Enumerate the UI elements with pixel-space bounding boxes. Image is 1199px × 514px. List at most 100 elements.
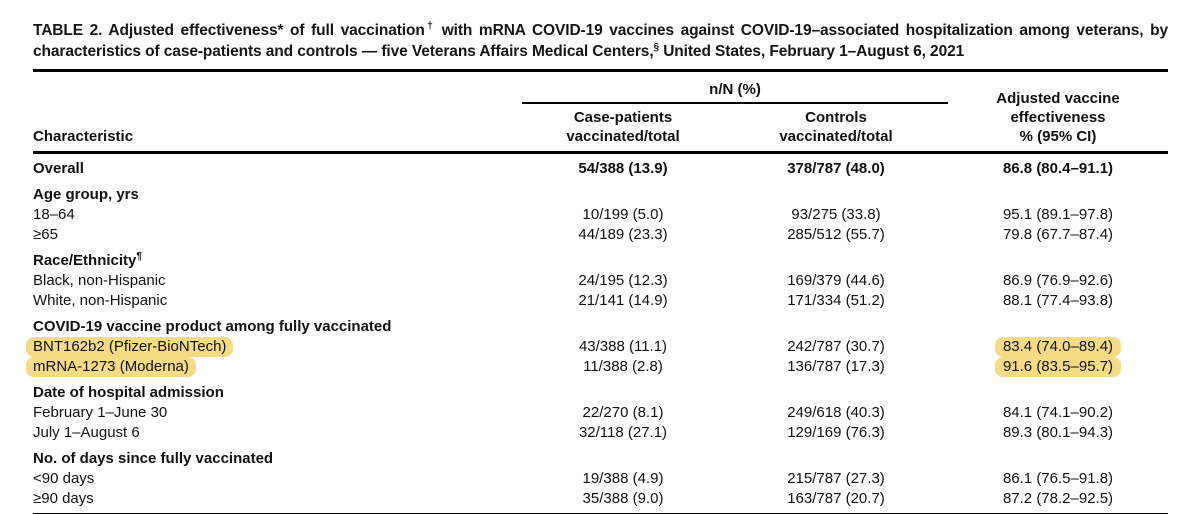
characteristic-label: Age group, yrs xyxy=(33,186,139,203)
adjusted-ve-value: 86.9 (76.9–92.6) xyxy=(1002,272,1114,289)
table-row: Date of hospital admission xyxy=(33,383,1168,403)
cell-case-patients xyxy=(522,317,724,337)
cell-controls xyxy=(724,383,948,403)
characteristic-label: White, non-Hispanic xyxy=(33,292,168,309)
cell-case-patients: 10/199 (5.0) xyxy=(582,206,664,223)
cell-adjusted-ve: 89.3 (80.1–94.3) xyxy=(948,423,1168,443)
adjusted-ve-value: 95.1 (89.1–97.8) xyxy=(1002,206,1114,223)
cell-case-patients: 24/195 (12.3) xyxy=(578,272,668,289)
characteristic-label: No. of days since fully vaccinated xyxy=(33,450,274,467)
cell-controls: 169/379 (44.6) xyxy=(787,272,885,289)
adjusted-ve-value: 86.1 (76.5–91.8) xyxy=(1002,470,1114,487)
cell-adjusted-ve: 91.6 (83.5–95.7) xyxy=(948,357,1168,377)
cell-adjusted-ve: 95.1 (89.1–97.8) xyxy=(948,205,1168,225)
table-row: July 1–August 6 32/118 (27.1) 129/169 (7… xyxy=(33,423,1168,443)
cell-controls: 171/334 (51.2) xyxy=(787,292,885,309)
characteristic-label: ≥65 xyxy=(33,226,58,243)
column-group-header-nn: n/N (%) xyxy=(522,81,948,104)
adjusted-ve-value: 86.8 (80.4–91.1) xyxy=(1002,160,1114,177)
cell-adjusted-ve: 86.1 (76.5–91.8) xyxy=(948,469,1168,489)
cell-controls: 242/787 (30.7) xyxy=(787,338,885,355)
table-header: Characteristic n/N (%) Case-patients vac… xyxy=(33,72,1168,154)
cell-case-patients: 11/388 (2.8) xyxy=(583,358,663,375)
title-text-1: TABLE 2. Adjusted effectiveness* of full… xyxy=(33,22,425,39)
nn-subheaders: Case-patients vaccinated/total Controls … xyxy=(522,108,948,146)
title-divider xyxy=(33,69,1168,72)
cell-characteristic: July 1–August 6 xyxy=(33,423,522,443)
adjusted-ve-value: 91.6 (83.5–95.7) xyxy=(994,357,1122,377)
cell-characteristic: BNT162b2 (Pfizer-BioNTech) xyxy=(26,337,522,357)
cell-controls xyxy=(724,449,948,469)
title-text-3: United States, February 1–August 6, 2021 xyxy=(659,43,965,60)
table-row: 18–64 10/199 (5.0) 93/275 (33.8) 95.1 (8… xyxy=(33,205,1168,225)
cell-case-patients xyxy=(522,251,724,271)
cell-characteristic: mRNA-1273 (Moderna) xyxy=(26,357,522,377)
characteristic-label: Date of hospital admission xyxy=(33,384,224,401)
column-header-characteristic: Characteristic xyxy=(33,128,134,145)
cell-case-patients: 32/118 (27.1) xyxy=(578,424,668,441)
column-header-case-patients: Case-patients vaccinated/total xyxy=(566,109,680,145)
adjusted-ve-value: 84.1 (74.1–90.2) xyxy=(1002,404,1114,421)
characteristic-label: Black, non-Hispanic xyxy=(33,272,166,289)
cell-adjusted-ve xyxy=(948,449,1168,469)
characteristic-label: February 1–June 30 xyxy=(33,404,168,421)
cell-characteristic: COVID-19 vaccine product among fully vac… xyxy=(33,317,522,337)
characteristic-label: <90 days xyxy=(33,470,95,487)
cell-characteristic: ≥65 xyxy=(33,225,522,245)
adjusted-ve-value: 89.3 (80.1–94.3) xyxy=(1002,424,1114,441)
cell-adjusted-ve: 83.4 (74.0–89.4) xyxy=(948,337,1168,357)
cell-adjusted-ve: 86.8 (80.4–91.1) xyxy=(948,159,1168,179)
title-text-2: with mRNA COVID-19 vaccines against COVI… xyxy=(33,22,1169,60)
cell-adjusted-ve: 86.9 (76.9–92.6) xyxy=(948,271,1168,291)
table-row: White, non-Hispanic 21/141 (14.9) 171/33… xyxy=(33,291,1168,311)
table-title: TABLE 2. Adjusted effectiveness* of full… xyxy=(33,20,1168,62)
characteristic-label: Race/Ethnicity xyxy=(33,252,137,269)
cell-characteristic: ≥90 days xyxy=(33,489,522,509)
cell-controls: 285/512 (55.7) xyxy=(787,226,885,243)
cell-adjusted-ve xyxy=(948,317,1168,337)
table-row: ≥65 44/189 (23.3) 285/512 (55.7) 79.8 (6… xyxy=(33,225,1168,245)
cell-adjusted-ve xyxy=(948,185,1168,205)
cell-controls: 378/787 (48.0) xyxy=(787,160,885,177)
cell-adjusted-ve: 79.8 (67.7–87.4) xyxy=(948,225,1168,245)
characteristic-label: BNT162b2 (Pfizer-BioNTech) xyxy=(26,337,234,357)
cell-adjusted-ve xyxy=(948,251,1168,271)
cell-characteristic: Date of hospital admission xyxy=(33,383,522,403)
dagger-footnote-marker: † xyxy=(424,20,436,32)
cell-controls: 129/169 (76.3) xyxy=(787,424,885,441)
cell-case-patients: 35/388 (9.0) xyxy=(582,490,664,507)
cell-controls: 249/618 (40.3) xyxy=(787,404,885,421)
characteristic-label: 18–64 xyxy=(33,206,75,223)
column-header-controls: Controls vaccinated/total xyxy=(779,109,893,145)
cell-case-patients: 19/388 (4.9) xyxy=(582,470,664,487)
adjusted-ve-value: 88.1 (77.4–93.8) xyxy=(1002,292,1114,309)
cell-controls: 163/787 (20.7) xyxy=(787,490,885,507)
characteristic-label: ≥90 days xyxy=(33,490,94,507)
table-row: BNT162b2 (Pfizer-BioNTech) 43/388 (11.1)… xyxy=(26,337,1168,357)
cell-characteristic: Overall xyxy=(33,159,522,179)
cell-adjusted-ve: 84.1 (74.1–90.2) xyxy=(948,403,1168,423)
cell-case-patients: 22/270 (8.1) xyxy=(582,404,664,421)
cell-characteristic: Race/Ethnicity¶ xyxy=(33,251,522,271)
cell-characteristic: 18–64 xyxy=(33,205,522,225)
cell-controls: 136/787 (17.3) xyxy=(787,358,885,375)
section-footnote-marker: § xyxy=(653,41,660,53)
adjusted-ve-value: 83.4 (74.0–89.4) xyxy=(994,337,1122,357)
cell-controls xyxy=(724,251,948,271)
table-row: COVID-19 vaccine product among fully vac… xyxy=(33,317,1168,337)
cell-characteristic: White, non-Hispanic xyxy=(33,291,522,311)
table-row: Race/Ethnicity¶ xyxy=(33,251,1168,271)
table-row: ≥90 days 35/388 (9.0) 163/787 (20.7) 87.… xyxy=(33,489,1168,509)
cell-controls: 215/787 (27.3) xyxy=(787,470,885,487)
adjusted-ve-value: 79.8 (67.7–87.4) xyxy=(1002,226,1114,243)
cell-case-patients xyxy=(522,185,724,205)
cell-adjusted-ve xyxy=(948,383,1168,403)
table-row: Overall 54/388 (13.9) 378/787 (48.0) 86.… xyxy=(33,159,1168,179)
cell-controls: 93/275 (33.8) xyxy=(791,206,881,223)
cell-case-patients xyxy=(522,383,724,403)
table-row: Age group, yrs xyxy=(33,185,1168,205)
adjusted-ve-value: 87.2 (78.2–92.5) xyxy=(1002,490,1114,507)
characteristic-label: Overall xyxy=(33,160,84,177)
table-row: Black, non-Hispanic 24/195 (12.3) 169/37… xyxy=(33,271,1168,291)
cell-controls xyxy=(724,185,948,205)
